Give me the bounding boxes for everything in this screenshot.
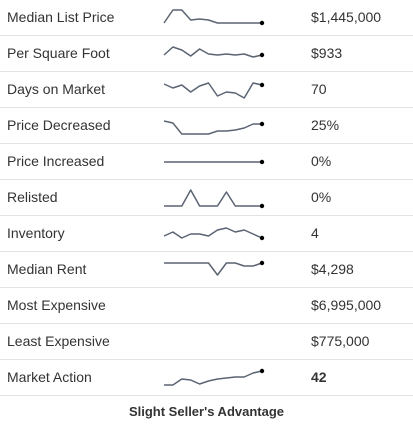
sparkline-trend <box>163 82 263 99</box>
stat-value: $6,995,000 <box>311 297 382 313</box>
sparkline-endpoint <box>259 121 265 127</box>
stats-row: Market Action 42 <box>0 360 413 396</box>
sparkline <box>164 159 265 165</box>
sparkline <box>163 82 265 99</box>
stats-row: Most Expensive $6,995,000 <box>0 288 413 324</box>
stat-value: 25% <box>311 117 340 133</box>
sparkline-trend <box>164 370 263 386</box>
stat-value: 4 <box>311 225 319 241</box>
sparkline-endpoint <box>259 20 265 26</box>
stats-row: Relisted 0% <box>0 180 413 216</box>
stats-row: Days on Market 70 <box>0 72 413 108</box>
stats-row: Inventory 4 <box>0 216 413 252</box>
stat-label: Median List Price <box>7 9 115 25</box>
sparkline <box>163 9 265 26</box>
stat-label: Market Action <box>7 369 92 385</box>
stat-label: Relisted <box>7 189 58 205</box>
sparkline <box>164 368 265 386</box>
stats-row: Price Increased 0% <box>0 144 413 180</box>
sparkline-endpoint <box>259 203 265 209</box>
sparkline <box>163 227 265 241</box>
market-action-note: Slight Seller's Advantage <box>128 404 285 419</box>
sparkline-endpoint <box>259 52 265 58</box>
stats-row: Price Decreased 25% <box>0 108 413 144</box>
stat-value: $933 <box>311 45 343 61</box>
stat-value: 0% <box>311 189 332 205</box>
stat-value: $4,298 <box>311 261 354 277</box>
stat-label: Median Rent <box>7 261 87 277</box>
sparkline-trend <box>163 9 262 24</box>
stat-label: Price Decreased <box>7 117 111 133</box>
sparkline-trend <box>163 120 262 135</box>
sparkline <box>164 260 265 276</box>
stat-label: Price Increased <box>7 153 105 169</box>
sparkline <box>163 120 265 135</box>
stat-value: $1,445,000 <box>311 9 382 25</box>
stats-row: Least Expensive $775,000 <box>0 324 413 360</box>
stat-label: Inventory <box>7 225 65 241</box>
sparkline <box>163 46 265 58</box>
stat-value: 0% <box>311 153 332 169</box>
stat-label: Per Square Foot <box>7 45 110 61</box>
stat-value: $775,000 <box>311 333 370 349</box>
sparkline-trend <box>163 46 263 58</box>
stat-value: 42 <box>311 369 327 385</box>
sparkline-trend <box>164 189 262 207</box>
stat-label: Least Expensive <box>7 333 110 349</box>
sparkline-endpoint <box>259 82 265 88</box>
sparkline-endpoint <box>259 368 265 374</box>
sparkline-endpoint <box>259 235 265 241</box>
stat-value: 70 <box>311 81 327 97</box>
sparkline <box>164 189 265 209</box>
stats-row: Median List Price $1,445,000 <box>0 0 413 36</box>
market-stats-table: Median List Price $1,445,000 Per Square Fo… <box>0 0 413 396</box>
stats-row: Median Rent $4,298 <box>0 252 413 288</box>
sparkline-endpoint <box>259 260 265 266</box>
sparkline-endpoint <box>259 159 265 165</box>
stat-label: Most Expensive <box>7 297 106 313</box>
sparkline-trend <box>163 227 263 239</box>
sparkline-trend <box>164 262 263 276</box>
stat-label: Days on Market <box>7 81 106 97</box>
stats-row: Per Square Foot $933 <box>0 36 413 72</box>
